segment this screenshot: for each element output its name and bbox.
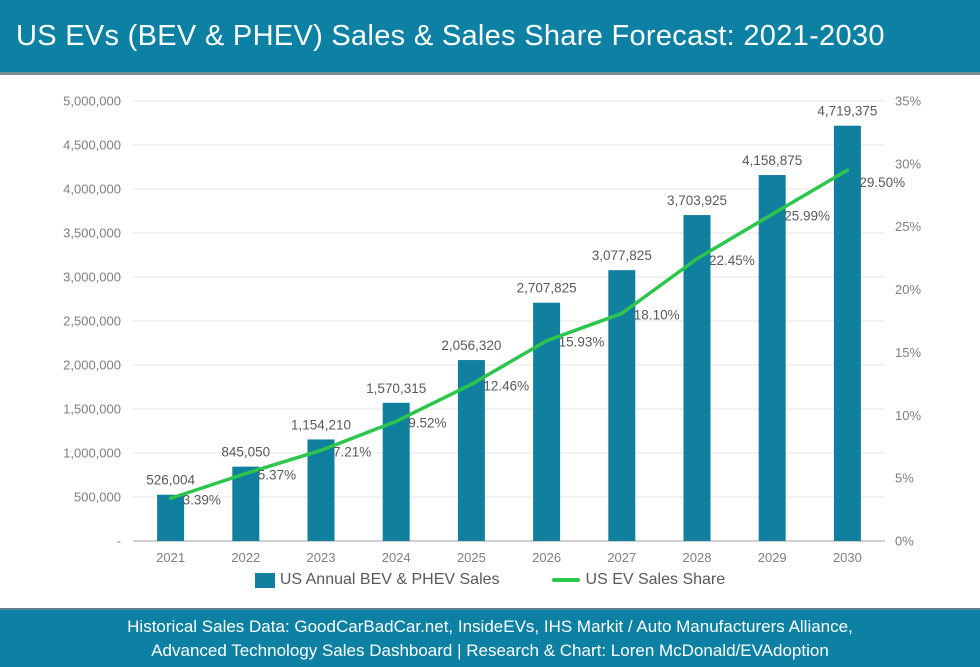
bar (608, 270, 636, 541)
chart-legend: US Annual BEV & PHEV Sales US EV Sales S… (0, 567, 980, 608)
credits-line-1: Historical Sales Data: GoodCarBadCar.net… (127, 616, 853, 636)
share-point-label: 7.21% (333, 444, 371, 459)
x-axis-tick-label: 2023 (307, 550, 336, 565)
left-axis-tick-label: 2,000,000 (63, 358, 121, 373)
right-axis-tick-label: 15% (895, 345, 921, 360)
x-axis-tick-label: 2024 (382, 550, 411, 565)
right-axis-tick-label: 10% (895, 408, 921, 423)
right-axis-tick-label: 5% (895, 471, 914, 486)
line-legend-swatch-icon (551, 578, 580, 582)
share-point-label: 12.46% (483, 378, 529, 393)
bar (833, 125, 861, 541)
bar (683, 215, 711, 541)
share-point-label: 29.50% (859, 175, 905, 190)
bar (758, 175, 786, 542)
left-axis-tick-label: 4,500,000 (63, 138, 121, 153)
right-axis-tick-label: 20% (895, 282, 921, 297)
left-axis-tick-label: 3,000,000 (63, 270, 121, 285)
x-axis-tick-label: 2029 (758, 550, 787, 565)
right-axis-tick-label: 30% (895, 156, 921, 171)
share-point-label: 5.37% (258, 467, 296, 482)
bar (157, 494, 185, 541)
x-axis-tick-label: 2027 (607, 550, 636, 565)
right-axis-tick-label: 35% (895, 94, 921, 109)
left-axis-tick-label: - (117, 534, 121, 549)
left-axis-tick-label: 1,500,000 (63, 402, 121, 417)
bar-value-label: 4,158,875 (742, 153, 802, 168)
share-point-label: 9.52% (408, 415, 446, 430)
bar-value-label: 1,570,315 (366, 381, 426, 396)
bar-value-label: 4,719,375 (817, 104, 877, 119)
x-axis-tick-label: 2026 (532, 550, 561, 565)
share-point-label: 15.93% (559, 335, 605, 350)
legend-item-sales: US Annual BEV & PHEV Sales (254, 571, 500, 589)
sales-share-line (168, 168, 850, 501)
left-axis-tick-label: 3,500,000 (63, 226, 121, 241)
chart-title: US EVs (BEV & PHEV) Sales & Sales Share … (16, 19, 885, 52)
bar (307, 439, 335, 541)
bar-value-label: 2,707,825 (517, 281, 577, 296)
bar-value-label: 2,056,320 (441, 338, 501, 353)
bar-value-label: 526,004 (146, 473, 195, 488)
sales-chart: 5,000,000 4,500,000 4,000,000 3,500,000 3,00… (63, 94, 921, 566)
share-point-label: 25.99% (784, 208, 830, 223)
bar-value-label: 3,077,825 (592, 248, 652, 263)
chart-area: 5,000,000 4,500,000 4,000,000 3,500,000 3,00… (0, 75, 980, 608)
left-axis-tick-label: 1,000,000 (63, 446, 121, 461)
x-axis-tick-label: 2028 (683, 550, 712, 565)
left-axis-tick-label: 5,000,000 (63, 94, 121, 109)
bar (232, 466, 260, 541)
share-point-label: 18.10% (634, 307, 680, 322)
share-point-label: 22.45% (709, 253, 755, 268)
right-axis-tick-label: 25% (895, 219, 921, 234)
bar-value-label: 1,154,210 (291, 417, 351, 432)
credits-bar: Historical Sales Data: GoodCarBadCar.net… (0, 608, 980, 667)
chart-title-bar: US EVs (BEV & PHEV) Sales & Sales Share … (0, 0, 980, 75)
legend-label-share: US EV Sales Share (585, 571, 726, 588)
bar-value-label: 3,703,925 (667, 193, 727, 208)
left-axis-tick-label: 4,000,000 (63, 182, 121, 197)
x-axis-tick-label: 2025 (457, 550, 486, 565)
credits-line-2: Advanced Technology Sales Dashboard | Re… (151, 640, 829, 660)
right-axis-tick-label: 0% (895, 534, 914, 549)
left-axis-tick-label: 2,500,000 (63, 314, 121, 329)
x-axis-tick-label: 2030 (833, 550, 862, 565)
left-axis-tick-label: 500,000 (74, 490, 121, 505)
x-axis-tick-label: 2021 (156, 550, 185, 565)
legend-item-share: US EV Sales Share (551, 571, 726, 589)
bar-value-label: 845,050 (221, 445, 270, 460)
bar-legend-swatch-icon (254, 572, 275, 588)
legend-label-sales: US Annual BEV & PHEV Sales (279, 571, 500, 588)
x-axis-tick-label: 2022 (231, 550, 260, 565)
share-point-label: 3.39% (183, 492, 221, 507)
